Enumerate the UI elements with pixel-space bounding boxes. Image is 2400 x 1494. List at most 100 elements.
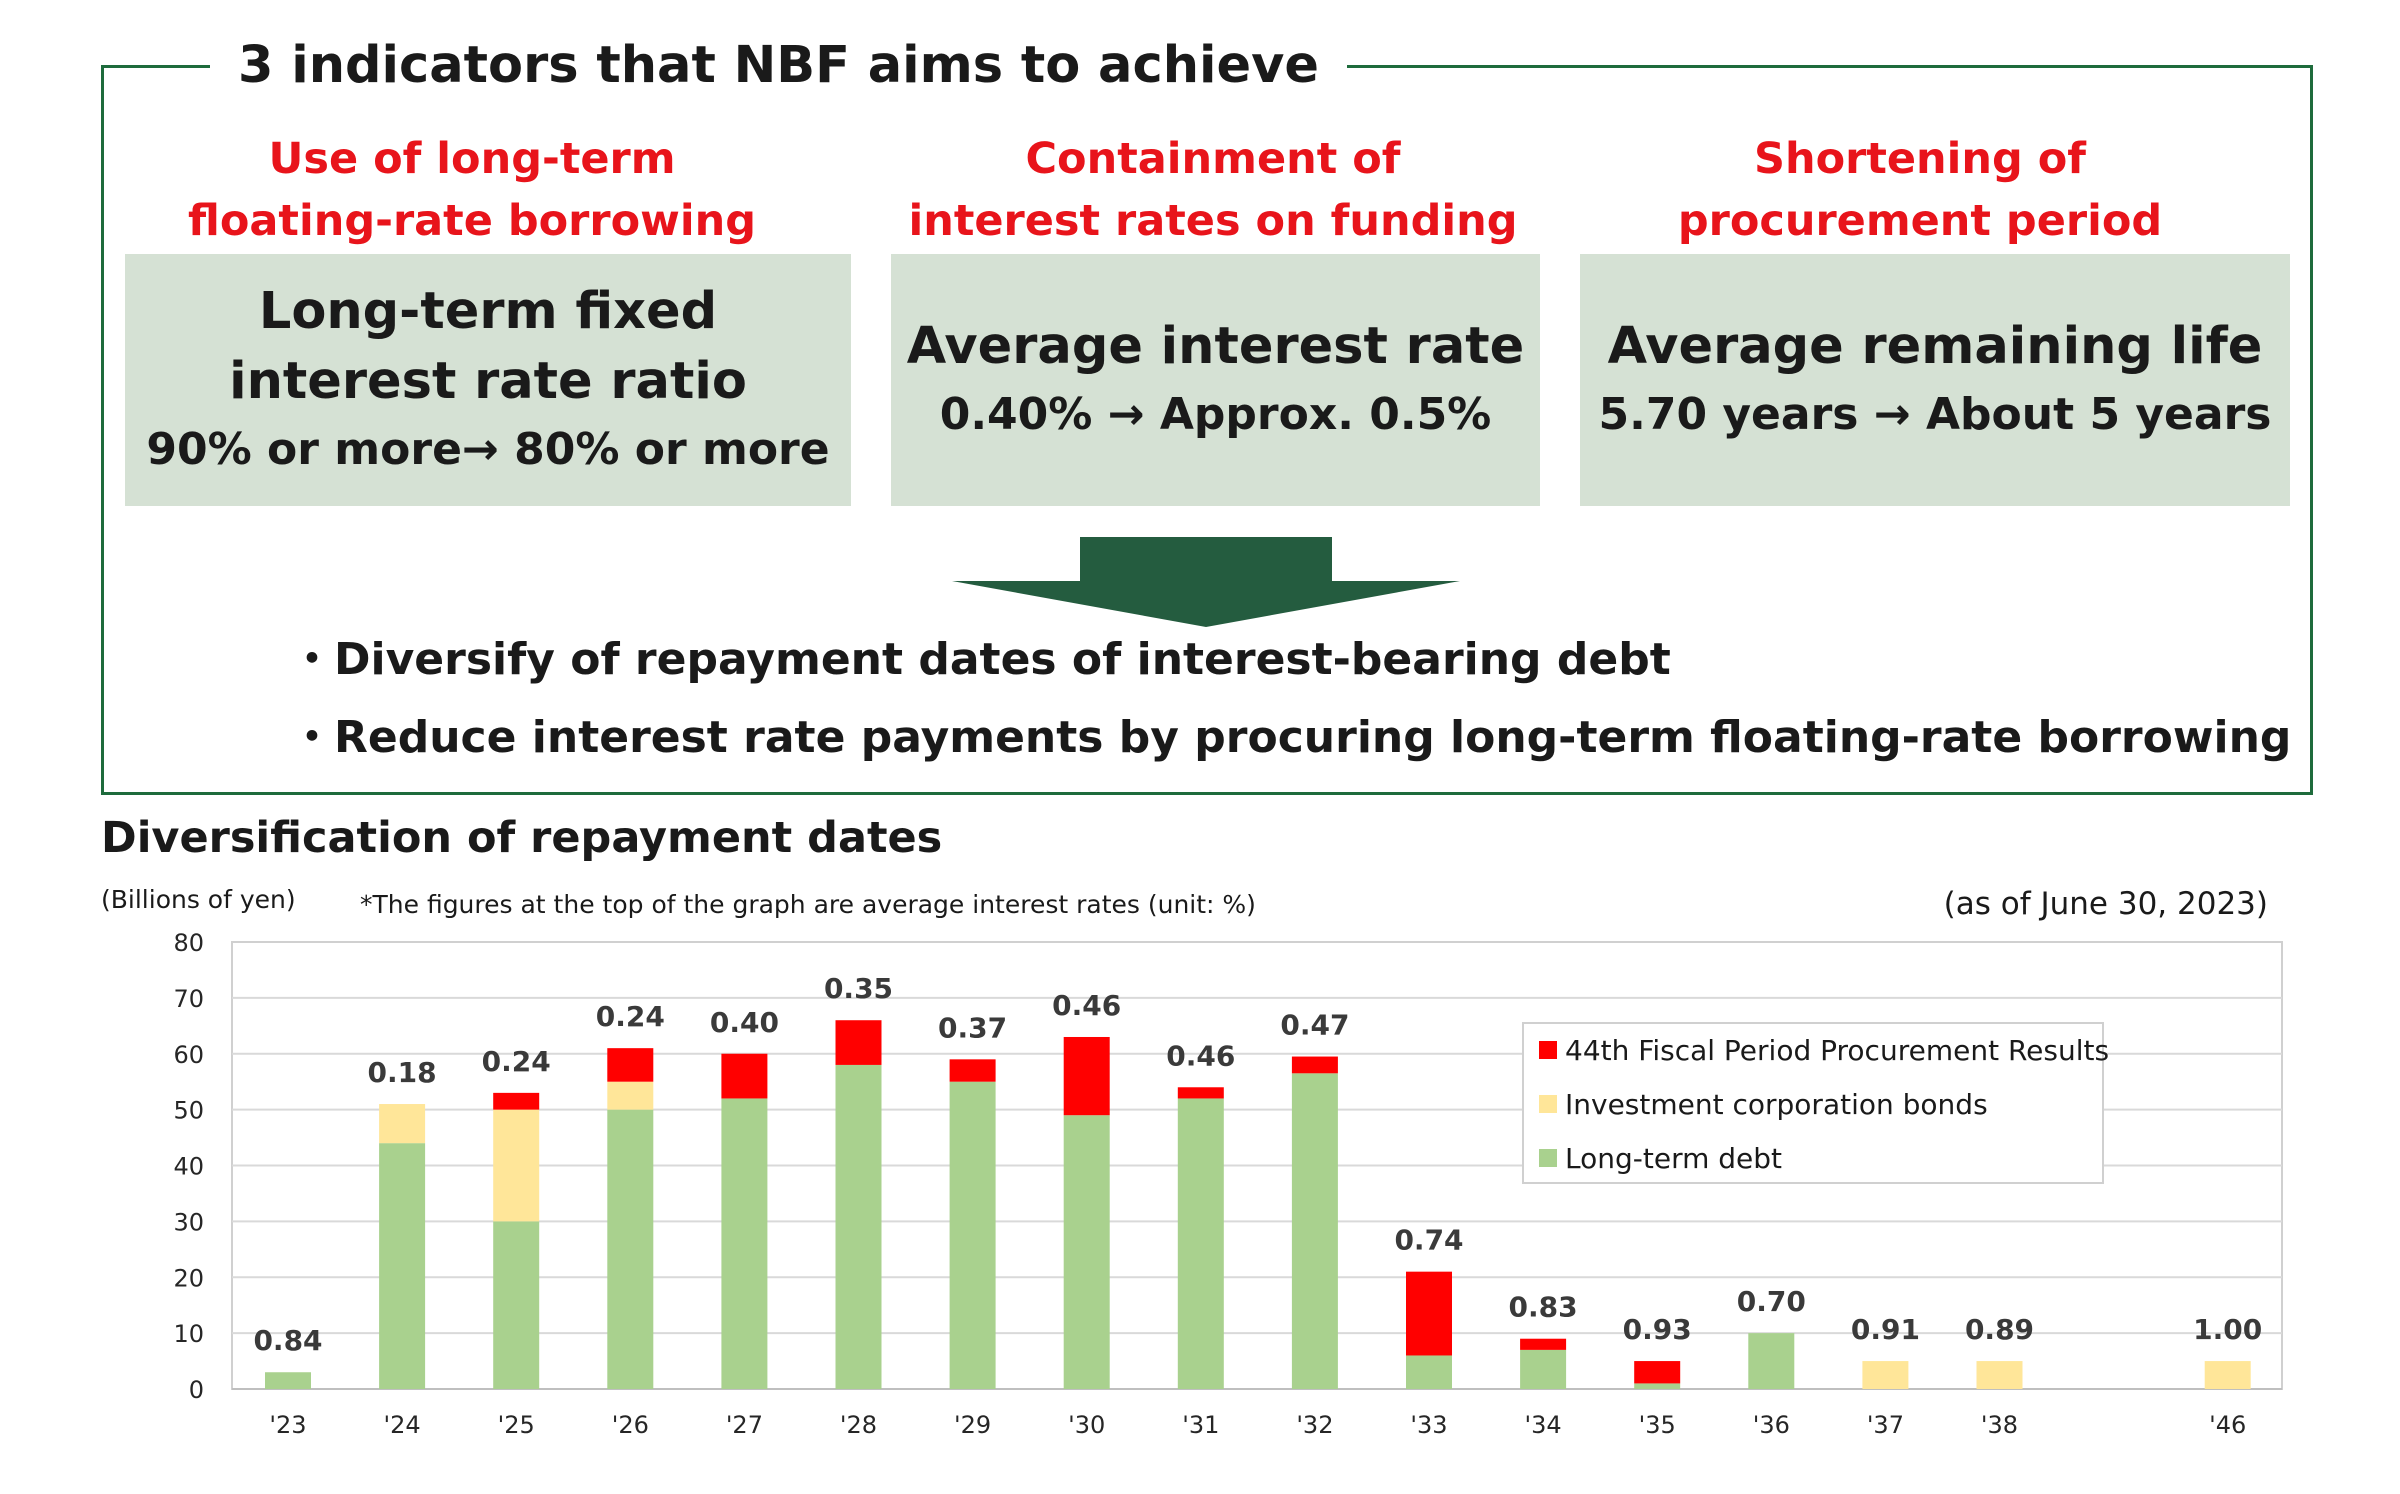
x-tick-label: '38 — [1981, 1411, 2018, 1439]
y-tick-label: 30 — [173, 1208, 204, 1236]
indicator-1-value: 90% or more→ 80% or more — [146, 424, 830, 475]
x-tick-label: '30 — [1068, 1411, 1105, 1439]
indicator-1-line1: Long-term fixed — [258, 282, 718, 341]
bar-segment — [835, 1020, 882, 1065]
x-tick-label: '28 — [840, 1411, 877, 1439]
bar-segment — [379, 1143, 426, 1389]
indicator-3-line1: Average remaining life — [1607, 317, 2263, 376]
indicator-1-heading-line2: floating-rate borrowing — [187, 196, 756, 246]
bar-segment — [1634, 1361, 1681, 1384]
as-of-date: (as of June 30, 2023) — [1943, 886, 2268, 922]
indicator-1-box: Long-term fixed interest rate ratio 90% … — [125, 254, 851, 506]
bar-segment — [949, 1059, 996, 1082]
legend-label: Long-term debt — [1565, 1142, 1782, 1175]
bar-segment — [1634, 1383, 1681, 1389]
x-tick-label: '37 — [1867, 1411, 1904, 1439]
bar-segment — [1748, 1333, 1795, 1389]
page-title: 3 indicators that NBF aims to achieve — [210, 30, 1347, 102]
x-tick-label: '25 — [498, 1411, 535, 1439]
x-tick-label: '46 — [2209, 1411, 2246, 1439]
rate-label: 0.24 — [482, 1045, 551, 1078]
y-tick-label: 80 — [173, 929, 204, 957]
x-tick-label: '31 — [1182, 1411, 1219, 1439]
bar-segment — [721, 1053, 768, 1099]
bar-segment — [949, 1081, 996, 1389]
x-tick-label: '27 — [726, 1411, 763, 1439]
rate-label: 0.37 — [938, 1011, 1007, 1044]
x-tick-label: '34 — [1525, 1411, 1562, 1439]
indicator-2-box: Average interest rate 0.40% → Approx. 0.… — [891, 254, 1540, 506]
x-tick-label: '33 — [1410, 1411, 1447, 1439]
bar-segment — [1520, 1349, 1567, 1389]
rate-label: 0.74 — [1394, 1224, 1463, 1257]
bar-segment — [1406, 1271, 1452, 1356]
rate-label: 0.40 — [710, 1006, 779, 1039]
rate-label: 0.91 — [1851, 1313, 1920, 1346]
chart-note: *The figures at the top of the graph are… — [360, 890, 1256, 919]
bar-segment — [1976, 1361, 2023, 1389]
indicator-3-heading-line1: Shortening of — [1753, 134, 2086, 184]
x-tick-label: '35 — [1639, 1411, 1676, 1439]
indicator-1-heading: Use of long-term floating-rate borrowing — [92, 128, 852, 252]
bar-segment — [835, 1064, 882, 1389]
y-tick-label: 60 — [173, 1041, 204, 1069]
rate-label: 0.46 — [1052, 989, 1121, 1022]
rate-label: 1.00 — [2193, 1313, 2262, 1346]
y-axis-unit-label: (Billions of yen) — [101, 885, 296, 914]
bar-segment — [607, 1048, 654, 1082]
rate-label: 0.83 — [1509, 1291, 1578, 1324]
bar-segment — [493, 1109, 540, 1222]
y-tick-label: 50 — [173, 1097, 204, 1125]
x-tick-label: '24 — [384, 1411, 421, 1439]
chart-legend — [1522, 1022, 2104, 1184]
y-tick-label: 70 — [173, 985, 204, 1013]
bar-segment — [2204, 1361, 2251, 1389]
legend-swatch — [1539, 1149, 1557, 1167]
bar-segment — [607, 1081, 654, 1110]
y-tick-label: 20 — [173, 1264, 204, 1292]
indicator-1-heading-line1: Use of long-term — [268, 134, 676, 184]
indicator-1-line2: interest rate ratio — [229, 352, 747, 411]
rate-label: 0.46 — [1166, 1039, 1235, 1072]
legend-swatch — [1539, 1095, 1557, 1113]
x-tick-label: '29 — [954, 1411, 991, 1439]
bar-segment — [493, 1092, 540, 1110]
bar-segment — [1520, 1338, 1567, 1350]
bar-segment — [721, 1098, 768, 1389]
y-tick-label: 40 — [173, 1153, 204, 1181]
y-tick-label: 0 — [189, 1376, 204, 1404]
x-tick-label: '32 — [1296, 1411, 1333, 1439]
rate-label: 0.35 — [824, 972, 893, 1005]
x-tick-label: '23 — [269, 1411, 306, 1439]
bar-segment — [607, 1109, 654, 1389]
x-tick-label: '26 — [612, 1411, 649, 1439]
legend-label: 44th Fiscal Period Procurement Results — [1565, 1034, 2109, 1067]
bar-segment — [1063, 1036, 1110, 1116]
indicator-3-heading: Shortening of procurement period — [1540, 128, 2300, 252]
rate-label: 0.93 — [1623, 1313, 1692, 1346]
rate-label: 0.84 — [253, 1324, 322, 1357]
rate-label: 0.70 — [1737, 1285, 1806, 1318]
indicator-2-heading: Containment of interest rates on funding — [833, 128, 1593, 252]
indicator-2-heading-line2: interest rates on funding — [908, 196, 1518, 246]
rate-label: 0.47 — [1280, 1009, 1349, 1042]
bar-segment — [1862, 1361, 1909, 1389]
x-tick-label: '36 — [1753, 1411, 1790, 1439]
bullet-diversify: ・Diversify of repayment dates of interes… — [290, 634, 1671, 685]
rate-label: 0.89 — [1965, 1313, 2034, 1346]
indicator-2-value: 0.40% → Approx. 0.5% — [939, 389, 1492, 440]
down-arrow-icon — [952, 537, 1460, 627]
indicator-3-value: 5.70 years → About 5 years — [1598, 389, 2272, 440]
bar-segment — [1291, 1056, 1338, 1074]
bar-segment — [1177, 1087, 1224, 1099]
bar-segment — [265, 1372, 311, 1389]
indicator-2-heading-line1: Containment of — [1025, 134, 1401, 184]
indicator-3-box: Average remaining life 5.70 years → Abou… — [1580, 254, 2290, 506]
bar-segment — [1291, 1073, 1338, 1389]
legend-label: Investment corporation bonds — [1565, 1088, 1988, 1121]
rate-label: 0.18 — [368, 1056, 437, 1089]
bar-segment — [493, 1221, 540, 1389]
indicator-2-line1: Average interest rate — [906, 317, 1525, 376]
rate-label: 0.24 — [596, 1000, 665, 1033]
